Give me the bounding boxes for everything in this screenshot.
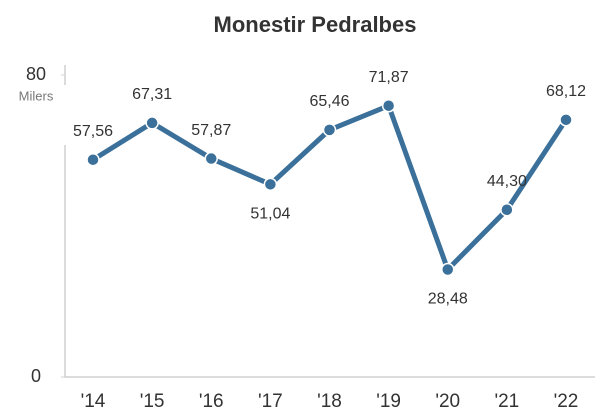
- marker: [381, 98, 396, 113]
- data-label: 51,04: [250, 206, 290, 223]
- x-tick-label: '16: [199, 391, 224, 412]
- y-tick-label: 80: [26, 64, 46, 84]
- x-tick-label: '14: [81, 391, 106, 412]
- data-label: 65,46: [309, 93, 349, 110]
- marker: [559, 113, 573, 127]
- data-label: 28,48: [428, 291, 468, 308]
- x-tick-label: '17: [258, 391, 283, 412]
- y-tick-label: 0: [31, 366, 41, 386]
- x-tick-label: '21: [494, 391, 519, 412]
- x-tick-label: '20: [435, 391, 460, 412]
- data-label: 44,30: [487, 173, 527, 190]
- data-label: 57,56: [73, 123, 113, 140]
- marker: [204, 151, 218, 166]
- data-label: 57,87: [191, 122, 231, 139]
- marker: [500, 203, 514, 217]
- data-label: 67,31: [132, 86, 172, 103]
- marker: [322, 123, 337, 137]
- x-tick-label: '19: [376, 391, 401, 412]
- y-axis-label: Milers: [19, 88, 54, 103]
- marker: [86, 152, 100, 167]
- x-tick-label: '22: [554, 391, 579, 412]
- marker: [441, 262, 455, 277]
- x-tick-label: '15: [140, 391, 165, 412]
- marker: [263, 177, 278, 192]
- data-label: 71,87: [369, 69, 409, 86]
- x-tick-label: '18: [317, 391, 342, 412]
- marker: [145, 116, 159, 130]
- data-label: 68,12: [546, 83, 586, 100]
- chart-title: Monestir Pedralbes: [214, 12, 417, 37]
